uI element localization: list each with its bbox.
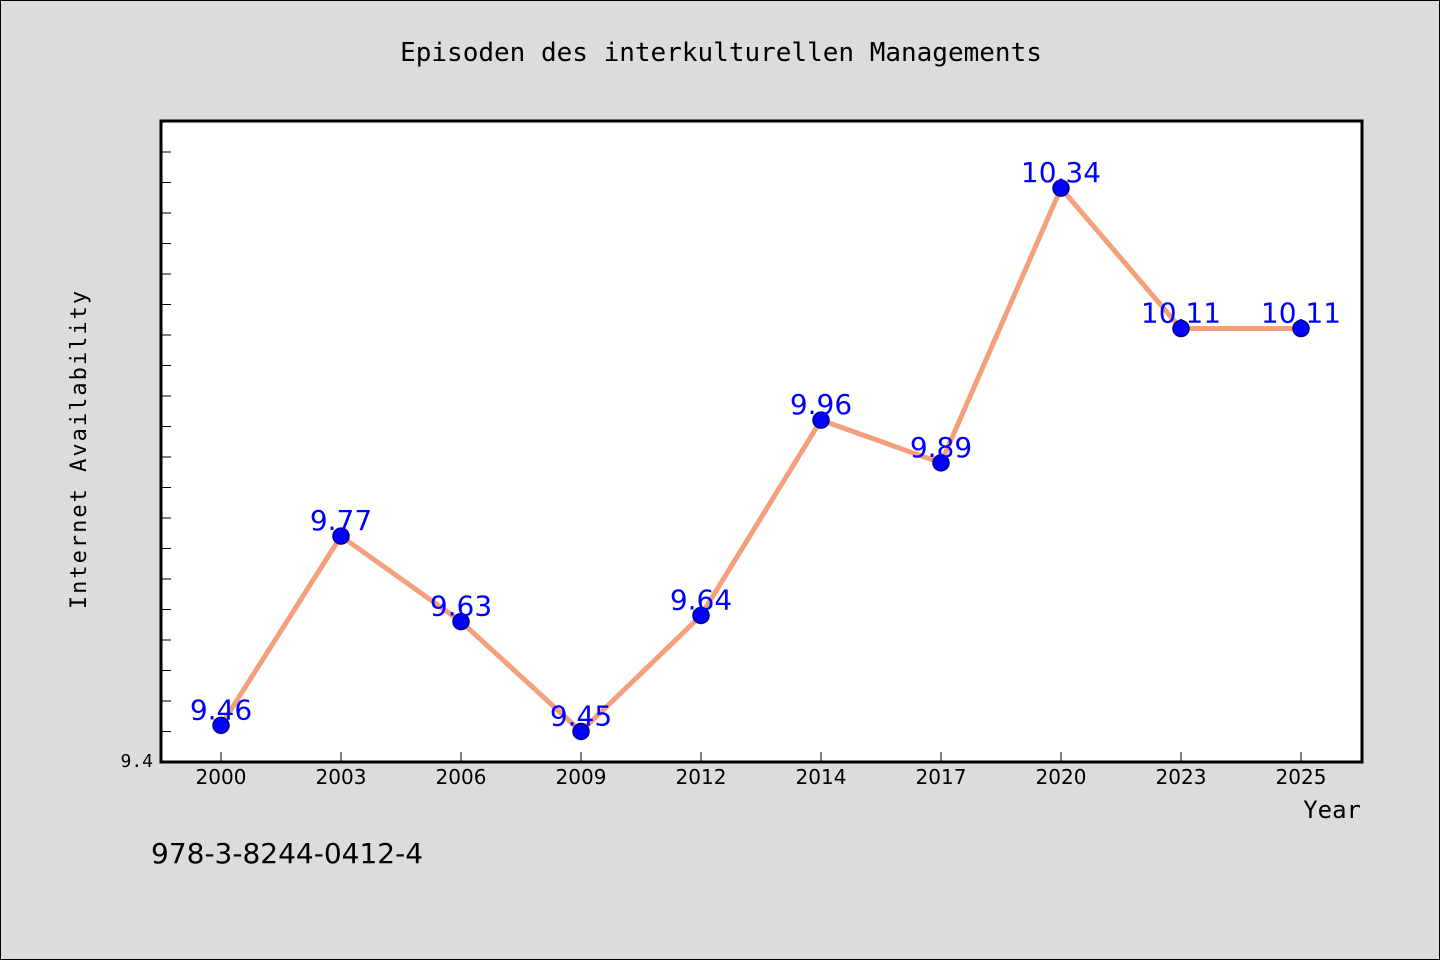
data-point-marker [1292, 319, 1310, 338]
data-point-marker [1172, 319, 1190, 338]
series-line [218, 185, 1304, 734]
data-point-marker [1052, 179, 1070, 197]
x-tick-label: 2025 [1276, 765, 1327, 789]
x-tick-label: 2012 [676, 765, 727, 789]
x-axis-ticks [220, 752, 1302, 762]
data-point-marker [452, 612, 470, 631]
data-point-marker [692, 606, 710, 625]
data-label: 9.45 [550, 699, 612, 732]
data-label: 9.46 [190, 693, 252, 726]
y-axis-minor-ticks [161, 121, 171, 732]
x-tick-label: 2009 [556, 765, 607, 789]
data-labels: 9.46 9.77 9.63 9.45 9.64 9.96 9.89 10.34 10.11 10… [190, 156, 1341, 732]
data-label: 9.96 [790, 388, 852, 421]
x-axis-tick-labels: 2000 2003 2006 2009 2012 2014 2017 2020 2023 2025 [196, 765, 1327, 789]
data-label: 9.77 [310, 504, 372, 537]
data-point-marker [212, 716, 230, 735]
plot-area [159, 119, 1364, 764]
x-tick-label: 2003 [316, 765, 367, 789]
x-tick-label: 2020 [1036, 765, 1087, 789]
data-point-marker [932, 454, 950, 472]
x-tick-label: 2014 [796, 765, 847, 789]
chart-title: Episoden des interkulturellen Management… [400, 38, 1042, 68]
data-label: 10.34 [1021, 156, 1101, 189]
data-point-marker [572, 722, 590, 741]
isbn-footer-text: 978-3-8244-0412-4 [151, 837, 423, 870]
data-point-marker [332, 527, 350, 545]
data-point-marker [812, 411, 830, 429]
data-label: 9.89 [910, 431, 972, 464]
data-label: 9.63 [430, 590, 492, 623]
data-label: 10.11 [1261, 297, 1341, 330]
y-axis-label: Internet Availability [67, 289, 92, 609]
x-tick-label: 2006 [436, 765, 487, 789]
data-label: 9.64 [670, 583, 732, 616]
x-tick-label: 2023 [1156, 765, 1207, 789]
x-axis-label: Year [1303, 796, 1361, 824]
y-tick-label: 9.4 [120, 751, 153, 772]
data-label: 10.11 [1141, 297, 1221, 330]
data-point-markers [212, 179, 1310, 741]
x-tick-label: 2000 [196, 765, 247, 789]
x-tick-label: 2017 [916, 765, 967, 789]
